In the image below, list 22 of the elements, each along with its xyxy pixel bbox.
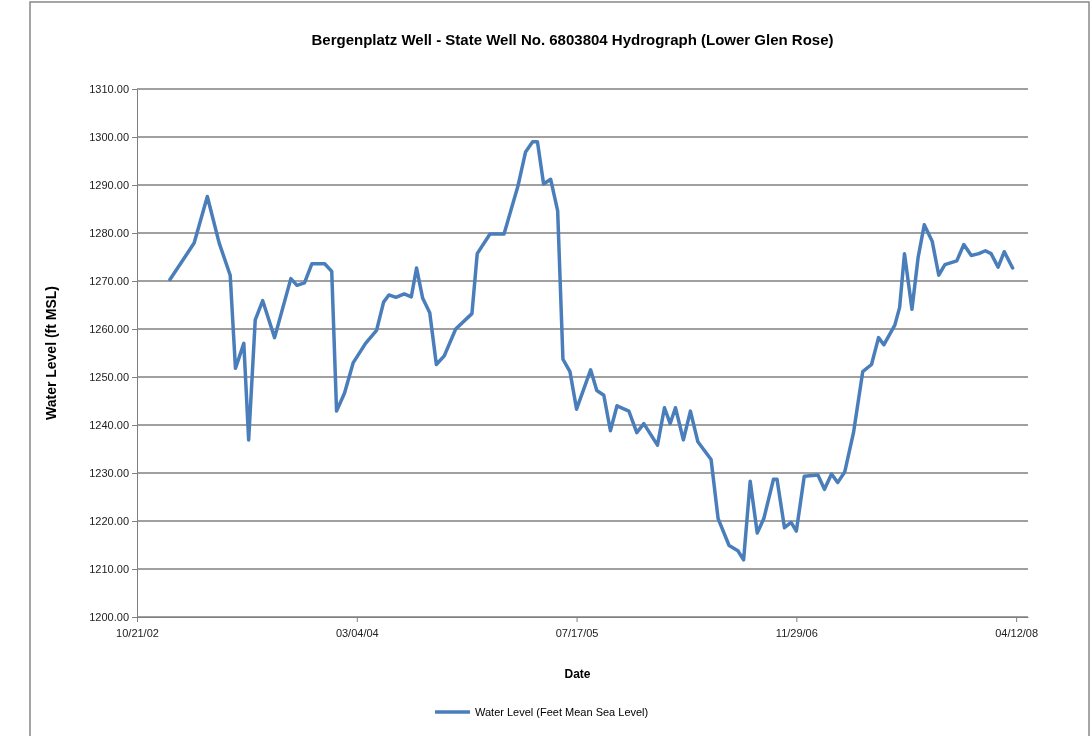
- y-tick-label: 1310.00: [89, 83, 129, 96]
- y-tick-label: 1240.00: [89, 419, 129, 432]
- x-tick-label: 07/17/05: [555, 627, 599, 640]
- y-tick-label: 1250.00: [89, 371, 129, 384]
- x-tick-label: 11/29/06: [775, 627, 818, 640]
- y-axis-title: Water Level (ft MSL): [43, 285, 59, 421]
- y-tick-label: 1300.00: [89, 131, 129, 144]
- y-tick-label: 1200.00: [89, 611, 129, 624]
- y-tick-label: 1230.00: [89, 467, 129, 480]
- x-axis-title: Date: [564, 667, 591, 681]
- y-tick-label: 1220.00: [89, 515, 129, 528]
- x-tick-label: 10/21/02: [116, 627, 159, 640]
- x-tick-label: 03/04/04: [335, 627, 379, 640]
- y-tick-label: 1280.00: [89, 227, 129, 240]
- y-tick-label: 1270.00: [89, 275, 129, 288]
- x-tick-label: 04/12/08: [995, 627, 1039, 640]
- y-tick-label: 1210.00: [89, 563, 129, 576]
- y-tick-label: 1290.00: [89, 179, 129, 192]
- legend-label: Water Level (Feet Mean Sea Level): [475, 706, 649, 718]
- chart-title: Bergenplatz Well - State Well No. 6803804 Hydrograph (Lower Glen Rose): [311, 31, 834, 48]
- y-tick-label: 1260.00: [89, 323, 129, 336]
- line-series: [168, 140, 1015, 562]
